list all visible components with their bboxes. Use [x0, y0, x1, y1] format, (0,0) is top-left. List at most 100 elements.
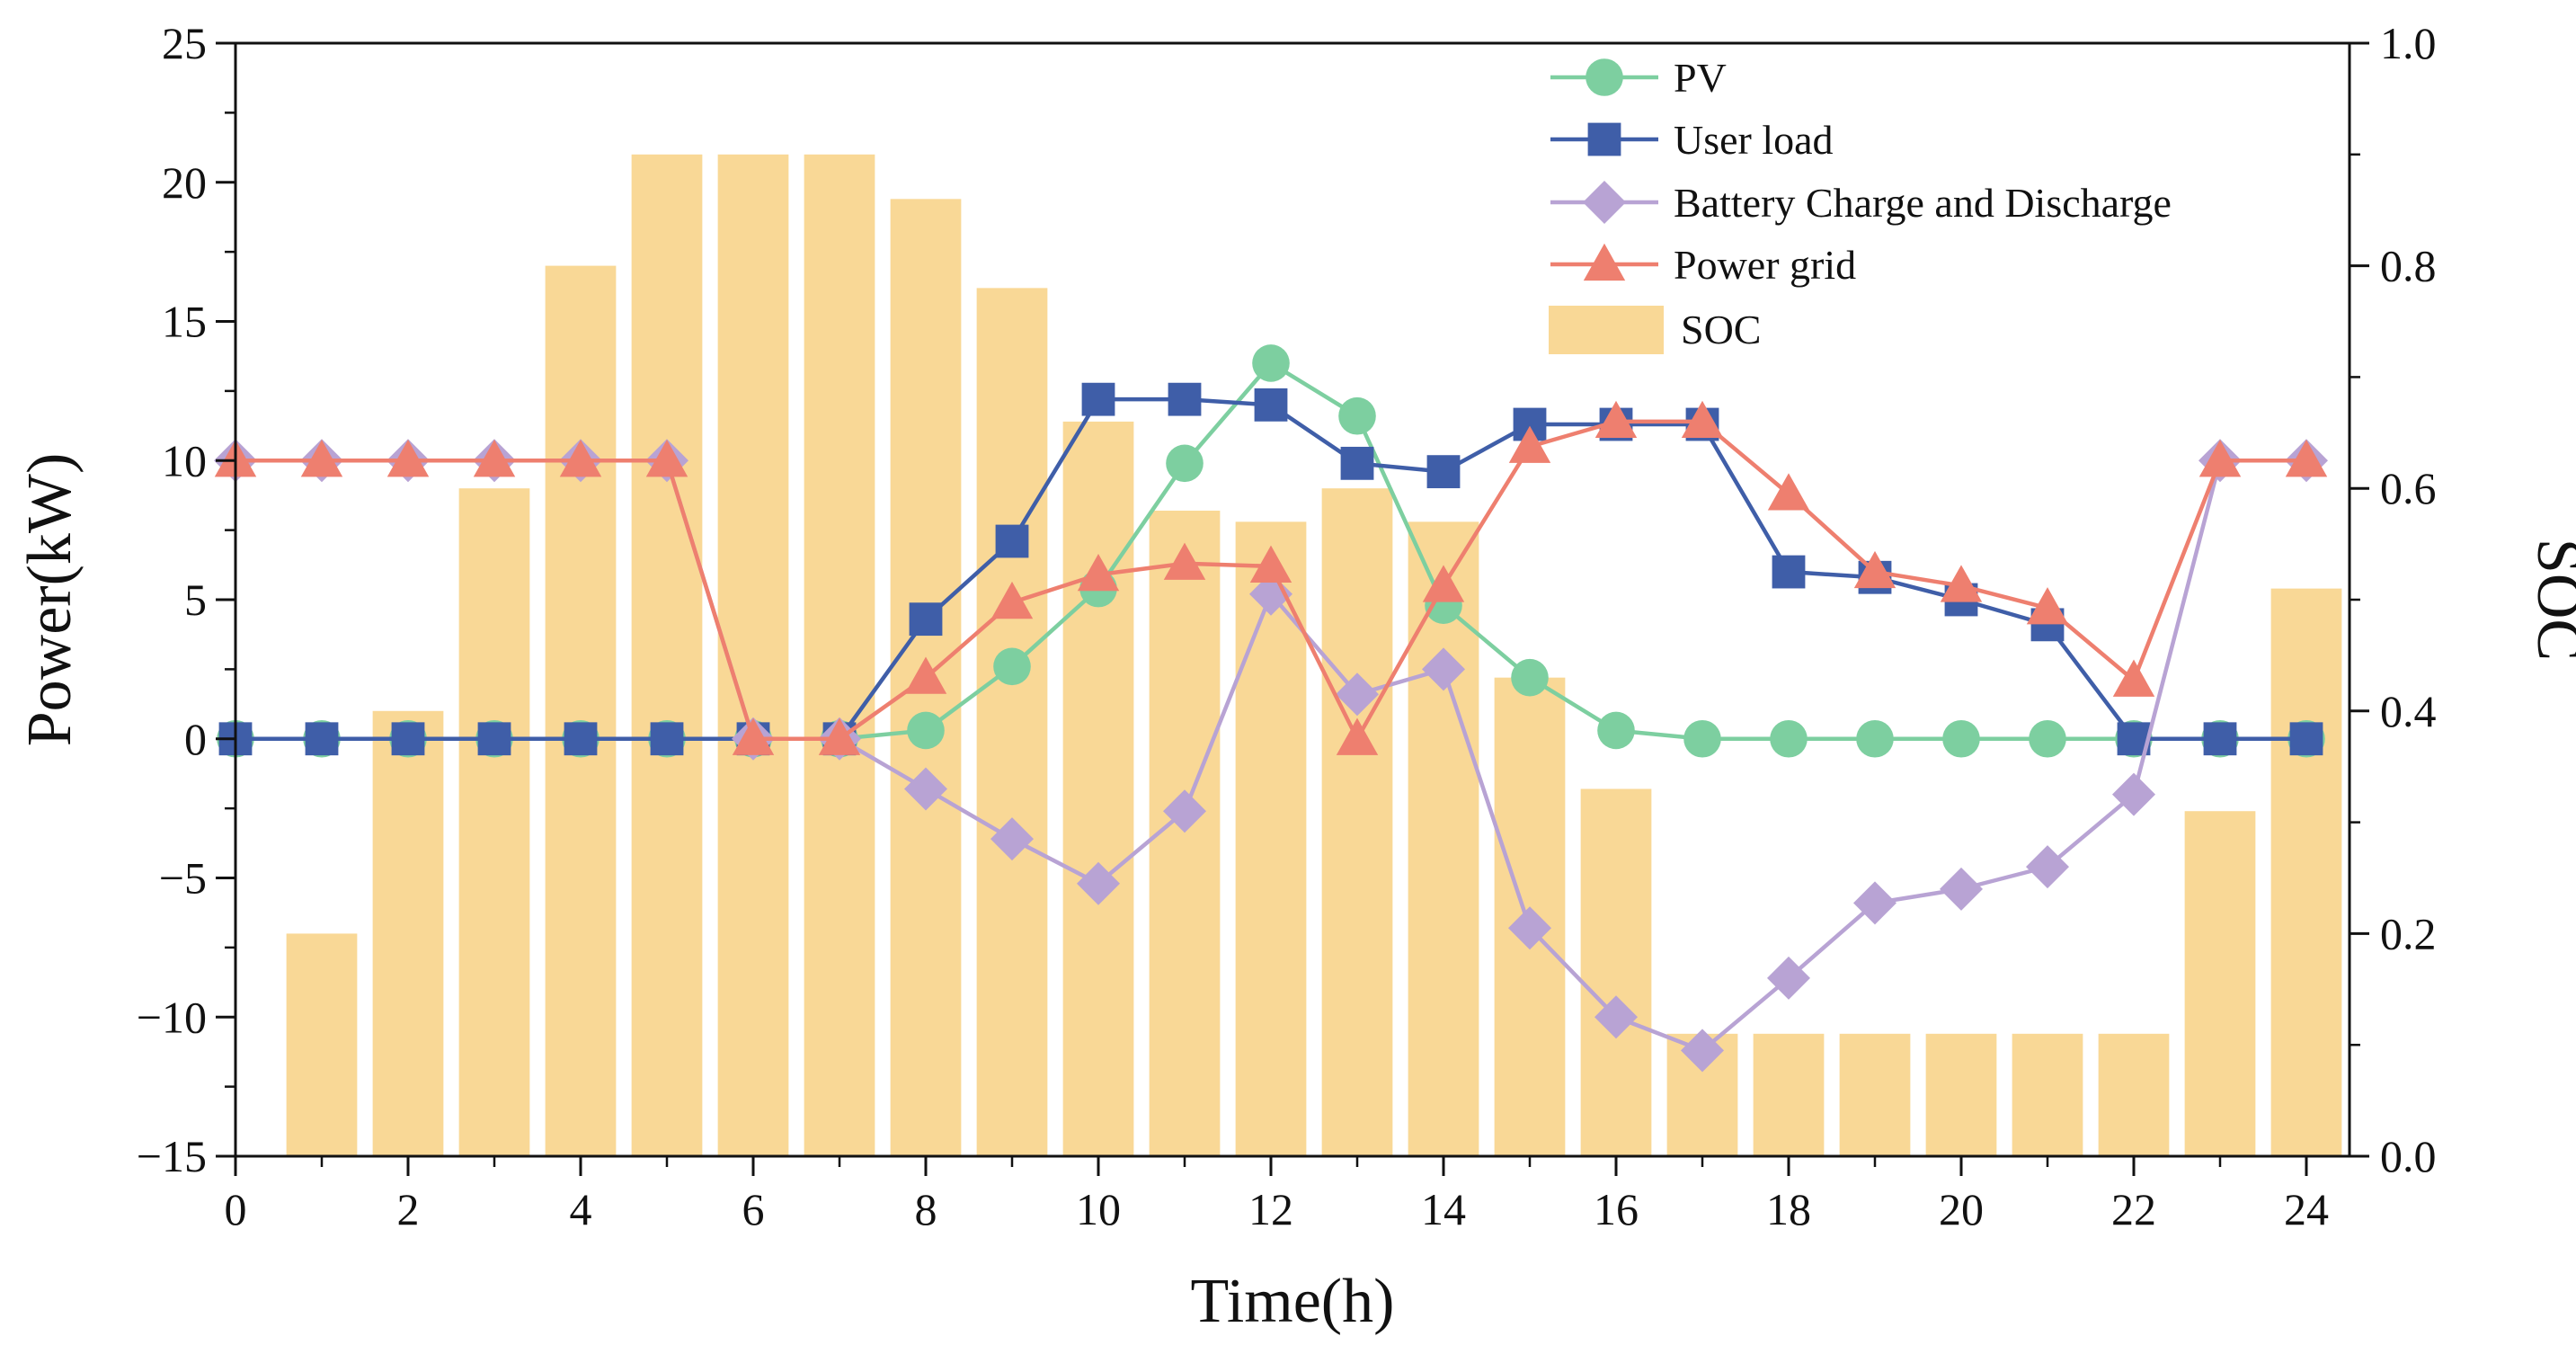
point-power-grid	[645, 440, 688, 477]
point-user-load	[1254, 387, 1288, 422]
legend-label-user-load: User load	[1674, 117, 1834, 163]
point-power-grid	[1336, 717, 1379, 755]
legend-label-power-grid: Power grid	[1674, 242, 1856, 288]
x-tick-label: 12	[1248, 1184, 1293, 1234]
point-battery-charge-and-discharge	[1940, 867, 1983, 911]
y-right-tick-label: 0.8	[2380, 241, 2437, 291]
y-left-tick-label: 25	[162, 18, 207, 68]
point-power-grid	[1940, 565, 1983, 602]
point-pv	[2029, 719, 2066, 758]
point-battery-charge-and-discharge	[1681, 1029, 1724, 1073]
legend-label-battery-charge-and-discharge: Battery Charge and Discharge	[1674, 180, 2172, 226]
legend-marker-user-load	[1587, 122, 1621, 156]
soc-bar	[2098, 1033, 2170, 1156]
point-battery-charge-and-discharge	[1594, 995, 1638, 1039]
point-power-grid	[1767, 473, 1810, 511]
soc-bar	[2184, 811, 2256, 1156]
point-user-load	[477, 722, 511, 756]
point-power-grid	[1853, 550, 1896, 589]
y-left-tick-label: 10	[162, 435, 207, 485]
legend-marker-power-grid	[1583, 243, 1626, 281]
point-power-grid	[2112, 659, 2155, 697]
point-battery-charge-and-discharge	[990, 817, 1034, 861]
point-pv	[1856, 719, 1894, 758]
y-right-tick-label: 0.2	[2380, 908, 2437, 958]
data-series	[214, 344, 2328, 1073]
y-axis-left-title: Power(kW)	[15, 453, 84, 747]
soc-bar	[286, 933, 358, 1156]
point-battery-charge-and-discharge	[904, 767, 947, 811]
point-pv	[1252, 344, 1290, 382]
point-pv	[1597, 711, 1635, 750]
x-tick-label: 2	[397, 1184, 420, 1234]
soc-bar	[631, 154, 703, 1156]
point-battery-charge-and-discharge	[1508, 906, 1551, 950]
point-power-grid	[1077, 553, 1120, 592]
point-user-load	[1340, 446, 1374, 480]
point-battery-charge-and-discharge	[1767, 956, 1810, 1000]
y-left-tick-label: 20	[162, 157, 207, 208]
soc-bar	[2270, 588, 2342, 1156]
legend: PV User load Battery Charge and Discharge P…	[1549, 55, 2172, 354]
x-tick-label: 20	[1939, 1184, 1984, 1234]
point-pv	[907, 711, 945, 750]
point-user-load	[650, 722, 684, 756]
point-power-grid	[1681, 400, 1724, 439]
point-battery-charge-and-discharge	[1336, 673, 1379, 717]
point-power-grid	[559, 440, 602, 477]
x-tick-label: 22	[2111, 1184, 2156, 1234]
legend-marker-battery-charge-and-discharge	[1583, 181, 1626, 224]
soc-bar	[1753, 1033, 1825, 1156]
point-power-grid	[1249, 545, 1292, 583]
point-user-load	[564, 722, 598, 756]
point-pv	[1511, 658, 1549, 697]
point-user-load	[1426, 455, 1461, 489]
point-power-grid	[386, 440, 430, 477]
point-power-grid	[2285, 440, 2328, 477]
point-power-grid	[300, 440, 343, 477]
point-battery-charge-and-discharge	[1853, 881, 1896, 925]
point-power-grid	[2198, 440, 2242, 477]
legend-swatch-soc	[1549, 306, 1664, 354]
legend-marker-pv	[1586, 58, 1623, 96]
x-tick-label: 6	[742, 1184, 765, 1234]
y-right-tick-label: 0.0	[2380, 1131, 2437, 1181]
y-right-tick-label: 1.0	[2380, 18, 2437, 68]
point-user-load	[2289, 722, 2323, 756]
point-pv	[1770, 719, 1808, 758]
soc-bar	[1925, 1033, 1997, 1156]
point-battery-charge-and-discharge	[2112, 772, 2155, 816]
point-pv	[1683, 719, 1721, 758]
soc-bar	[545, 265, 617, 1157]
point-power-grid	[473, 440, 516, 477]
axes: 0 2 4 6 8 10 12 14 16 18 20 22 24−15−10−505101520250…	[137, 18, 2437, 1234]
point-pv	[1942, 719, 1980, 758]
x-tick-label: 24	[2284, 1184, 2329, 1234]
legend-label-soc: SOC	[1681, 307, 1761, 352]
x-tick-label: 18	[1766, 1184, 1811, 1234]
y-right-tick-label: 0.6	[2380, 463, 2437, 513]
soc-bar	[458, 488, 530, 1156]
y-left-tick-label: 5	[184, 575, 207, 625]
soc-bar	[1321, 488, 1393, 1156]
x-tick-label: 0	[225, 1184, 247, 1234]
y-left-tick-label: −5	[159, 853, 207, 904]
soc-bar	[804, 154, 875, 1156]
legend-label-pv: PV	[1674, 55, 1727, 101]
soc-bar	[1235, 521, 1307, 1156]
y-axis-right-title: SOC	[2524, 539, 2576, 661]
soc-bar	[1580, 788, 1652, 1156]
point-power-grid	[904, 656, 947, 694]
y-left-tick-label: −15	[137, 1131, 207, 1181]
point-pv	[1166, 444, 1204, 483]
point-power-grid	[990, 581, 1034, 619]
point-power-grid	[732, 717, 775, 755]
soc-bar	[1839, 1033, 1911, 1156]
point-pv	[993, 647, 1031, 686]
point-power-grid	[1163, 542, 1206, 580]
soc-bar	[372, 710, 444, 1156]
x-tick-label: 14	[1421, 1184, 1466, 1234]
point-power-grid	[1508, 425, 1551, 463]
point-user-load	[305, 722, 339, 756]
